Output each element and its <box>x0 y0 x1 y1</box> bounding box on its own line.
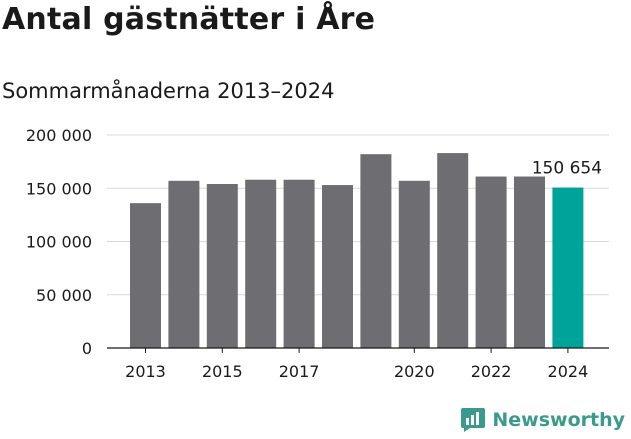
y-tick-label: 150 000 <box>26 179 92 198</box>
bar <box>514 176 545 348</box>
bar <box>130 203 161 348</box>
bar <box>168 180 200 348</box>
x-axis <box>107 347 609 353</box>
x-tick-labels: 2013 2015 2017 2020 2022 2024 <box>125 362 588 381</box>
y-tick-labels: 0 50 000 100 000 150 000 200 000 <box>26 126 92 358</box>
bar <box>245 179 277 348</box>
bar <box>283 179 315 348</box>
bar <box>206 183 238 348</box>
bar <box>322 185 353 348</box>
newsworthy-logo-text: Newsworthy <box>492 409 625 431</box>
bar <box>398 180 430 348</box>
annotations: 150 654 <box>532 159 602 179</box>
x-tick-label: 2013 <box>125 362 166 381</box>
newsworthy-chart-logo-icon <box>461 408 486 432</box>
chart-subtitle: Sommarmånaderna 2013–2024 <box>2 79 335 103</box>
bar <box>475 176 507 348</box>
bar-highlight <box>552 187 584 348</box>
bar <box>437 153 469 348</box>
bar <box>360 154 392 348</box>
bars <box>130 153 584 348</box>
x-tick-label: 2017 <box>279 362 320 381</box>
newsworthy-brand: Newsworthy <box>460 407 625 433</box>
y-tick-label: 200 000 <box>26 126 92 145</box>
y-tick-label: 50 000 <box>36 286 92 305</box>
x-tick-label: 2022 <box>471 362 512 381</box>
y-tick-label: 0 <box>82 339 92 358</box>
y-tick-label: 100 000 <box>26 233 92 252</box>
chart-title: Antal gästnätter i Åre <box>2 2 376 37</box>
x-tick-label: 2020 <box>394 362 435 381</box>
x-tick-label: 2024 <box>548 362 589 381</box>
x-tick-label: 2015 <box>202 362 243 381</box>
highlight-value-label: 150 654 <box>532 159 602 179</box>
